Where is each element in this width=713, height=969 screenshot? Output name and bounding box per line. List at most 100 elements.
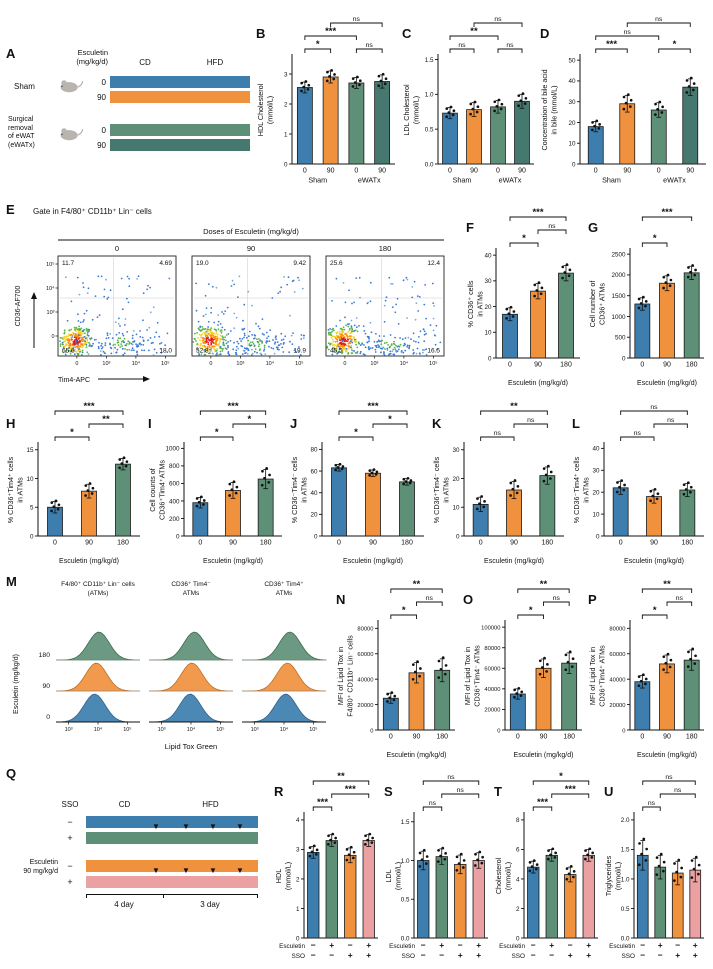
svg-text:10⁴: 10⁴ [280,726,289,733]
axis-tick [163,894,164,898]
svg-text:CD36⁺ ATMs: CD36⁺ ATMs [598,283,607,325]
injection-arrow-icon: ▼ [152,822,160,831]
svg-text:180: 180 [686,362,698,369]
panel-i-label: I [148,416,152,431]
svg-text:eWATx: eWATx [358,176,381,185]
column-header-cd: CD [118,800,131,809]
svg-text:0: 0 [354,168,358,175]
timeline-bar-esculetin-minus [86,860,258,872]
svg-text:+: + [329,940,334,950]
injection-arrow-icon: ▼ [182,822,190,831]
svg-text:Esculetin: Esculetin [279,943,305,950]
svg-text:2500: 2500 [611,251,626,258]
svg-text:ns: ns [447,774,455,781]
axis-tick [86,894,87,898]
panel-n: N 0 20000 40000 60000 80000 MFI of Lipid Tox … [336,572,461,760]
svg-text:+: + [476,950,481,960]
svg-text:12.4: 12.4 [427,260,440,267]
svg-text:ns: ns [527,417,535,424]
svg-text:30: 30 [568,99,576,106]
svg-text:−: − [458,940,463,950]
svg-text:*: * [653,605,657,616]
svg-text:180: 180 [560,362,572,369]
svg-text:40: 40 [592,446,600,453]
svg-text:65.6: 65.6 [62,348,75,355]
svg-text:% CD36⁺ cells: % CD36⁺ cells [466,280,475,327]
svg-text:40: 40 [310,490,318,497]
svg-text:25.6: 25.6 [330,260,343,267]
svg-text:ns: ns [634,430,642,437]
svg-text:0: 0 [516,734,520,741]
sso-plus-sign: + [67,833,73,843]
svg-text:ns: ns [648,800,656,807]
timeline-bar-esculetin-plus [86,876,258,888]
svg-text:1: 1 [296,906,300,913]
svg-text:CD36⁺ Tim4⁻: CD36⁺ Tim4⁻ [171,581,211,588]
svg-text:ns: ns [353,16,361,23]
svg-text:+: + [658,940,663,950]
panel-i: I 0 200 400 600 800 1000 Cell counts of CD36⁺Ti… [148,396,288,566]
panel-l: L 0 10 20 30 40 % CD36⁻Tim4⁺ cells in ATMs 0 90 1… [572,396,710,566]
svg-text:Esculetin: Esculetin [609,943,635,950]
svg-text:Lipid Tox Green: Lipid Tox Green [165,742,217,751]
svg-text:10⁵: 10⁵ [123,726,131,733]
svg-text:% CD36⁻Tim4⁺ cells: % CD36⁻Tim4⁺ cells [572,456,581,523]
svg-text:***: *** [325,26,336,37]
svg-text:ns: ns [655,16,663,23]
svg-text:ATMs: ATMs [183,590,200,597]
triglycerides-sso-chart: 0.0 0.5 1.0 1.5 2.0 Triglycerides (mmol/L) Escu… [604,774,704,960]
panel-c-label: C [402,26,412,41]
svg-text:+: + [693,950,698,960]
svg-text:*: * [522,233,526,244]
injection-arrow-icon: ▼ [182,866,190,875]
svg-text:0.5: 0.5 [621,906,630,913]
svg-text:80000: 80000 [484,646,500,652]
svg-text:1000: 1000 [165,446,180,453]
svg-text:1.0: 1.0 [621,876,630,883]
svg-text:0: 0 [619,540,623,547]
svg-text:0.0: 0.0 [621,935,630,942]
svg-text:Sham: Sham [453,176,472,185]
svg-text:20: 20 [310,512,318,519]
svg-text:in ATMs: in ATMs [300,477,309,503]
svg-text:(mmol/L): (mmol/L) [614,862,623,890]
svg-text:ns: ns [458,42,466,49]
svg-text:***: *** [532,207,543,218]
svg-text:10⁵: 10⁵ [295,360,303,367]
svg-text:800: 800 [169,463,180,470]
injection-arrow-icon: ▼ [236,822,244,831]
svg-text:+: + [366,940,371,950]
panel-j: J 0 20 40 60 80 % CD36⁻Tim4⁻ cells in ATMs 0 90 1… [290,396,430,566]
svg-text:4: 4 [296,817,300,824]
svg-text:40000: 40000 [609,677,625,683]
svg-text:CD36⁺Tim4⁻ ATMs: CD36⁺Tim4⁻ ATMs [473,645,482,707]
svg-text:90: 90 [413,734,421,741]
panel-l-label: L [572,416,580,431]
esculetin-plus-sign: + [67,877,73,887]
esculetin-dose-header-line1: Esculetin [77,48,108,57]
svg-text:30: 30 [592,468,600,475]
svg-text:HDL Cholesterol: HDL Cholesterol [256,83,265,136]
svg-text:40: 40 [568,78,576,85]
svg-text:0: 0 [198,540,202,547]
svg-text:Esculetin (mg/kg/d): Esculetin (mg/kg/d) [484,558,544,565]
svg-text:+: + [675,950,680,960]
bile-acid-chart: 0 10 20 30 40 50 Concentration of bile acid in … [540,16,706,185]
svg-text:20: 20 [484,304,492,311]
svg-text:0: 0 [496,168,500,175]
svg-text:0: 0 [343,361,346,367]
svg-text:−: − [531,940,536,950]
panel-p: P 0 20000 40000 60000 80000 MFI of Lipid Tox … [588,572,710,760]
panel-s-label: S [384,784,393,799]
svg-text:Esculetin (mg/kg/d): Esculetin (mg/kg/d) [13,654,20,714]
svg-text:*: * [316,39,320,50]
svg-text:20000: 20000 [609,703,625,709]
svg-text:(mmol/L): (mmol/L) [266,96,275,124]
svg-text:Esculetin (mg/kg/d): Esculetin (mg/kg/d) [508,380,568,387]
svg-text:+: + [476,940,481,950]
svg-text:CD36⁺Tim4⁺ ATMs: CD36⁺Tim4⁺ ATMs [598,645,607,707]
svg-text:0: 0 [448,168,452,175]
svg-text:60: 60 [310,468,318,475]
